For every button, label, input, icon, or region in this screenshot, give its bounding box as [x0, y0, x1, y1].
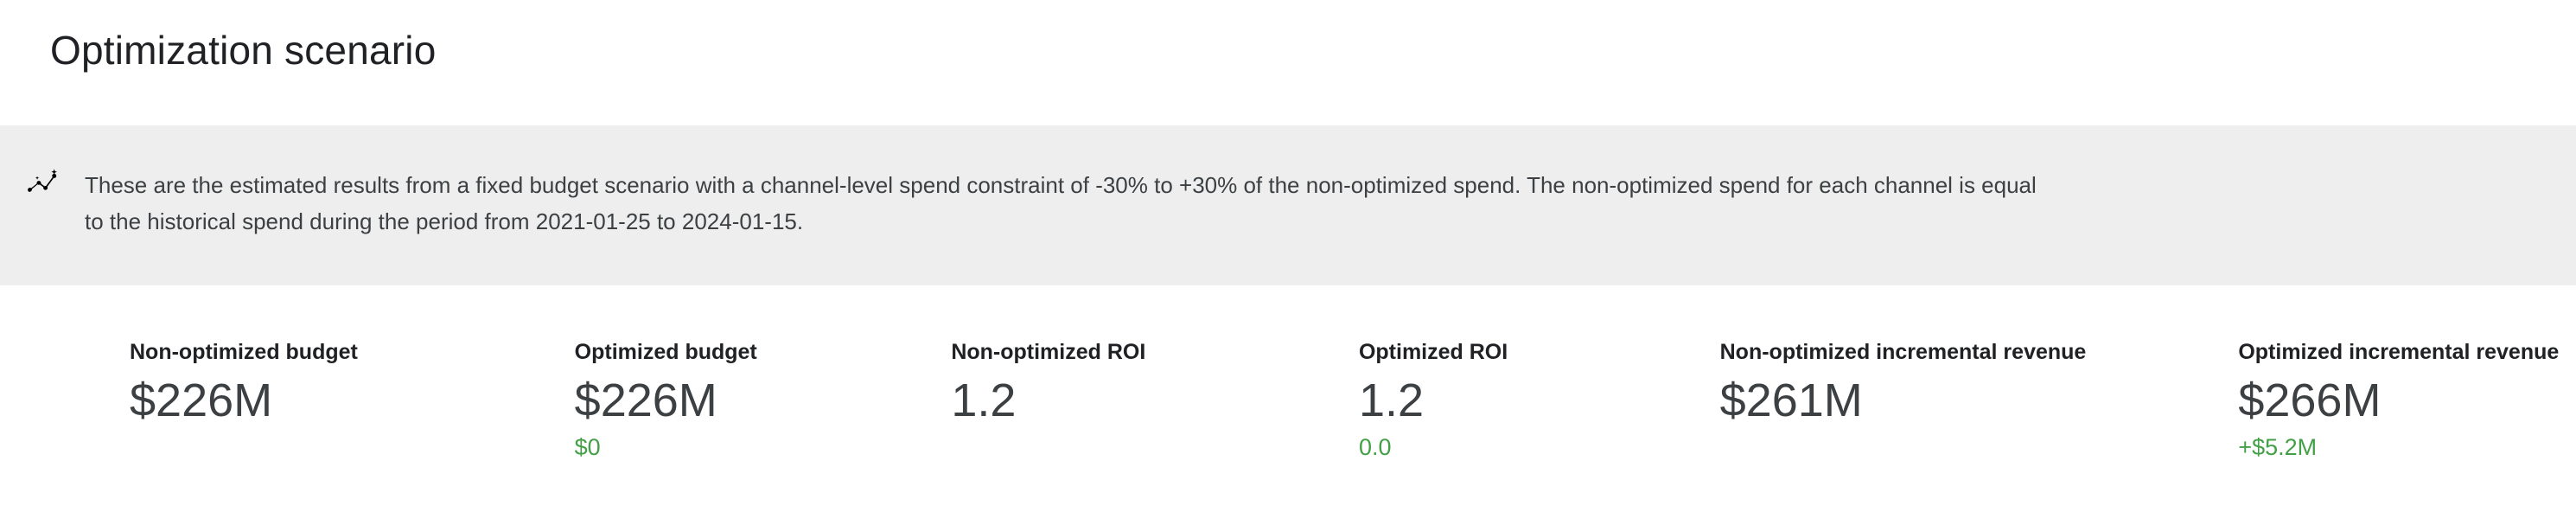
- banner-text: These are the estimated results from a f…: [85, 167, 2037, 240]
- metric-value: 1.2: [951, 374, 1017, 426]
- metric-label: Non-optimized budget: [130, 340, 358, 364]
- insights-sparkle-icon: [22, 163, 62, 203]
- metrics-row: Non-optimized budget $226M Optimized bud…: [0, 285, 2576, 512]
- metric-card-non-optimized-budget: Non-optimized budget $226M: [0, 339, 468, 432]
- metric-card-non-optimized-incremental-revenue: Non-optimized incremental revenue $261M: [1697, 339, 2087, 432]
- banner-line-2: to the historical spend during the perio…: [85, 208, 804, 234]
- metric-card-optimized-incremental-revenue: Optimized incremental revenue $266M +$5.…: [2086, 339, 2576, 462]
- info-banner: These are the estimated results from a f…: [0, 125, 2576, 285]
- metric-value: 1.2: [1358, 374, 1425, 426]
- metric-value: $226M: [574, 374, 717, 426]
- metric-delta: 0.0: [1358, 434, 1392, 460]
- metric-label: Optimized ROI: [1358, 340, 1508, 364]
- metric-label: Non-optimized incremental revenue: [1719, 340, 2087, 364]
- metric-value: $261M: [1719, 374, 1863, 426]
- page-header: Optimization scenario: [0, 0, 2576, 125]
- banner-line-1: These are the estimated results from a f…: [85, 172, 2037, 198]
- metric-label: Non-optimized ROI: [951, 340, 1146, 364]
- page-title: Optimization scenario: [50, 28, 437, 73]
- metric-value: $226M: [130, 374, 273, 426]
- metric-card-optimized-roi: Optimized ROI 1.2 0.0: [1289, 339, 1697, 462]
- metric-label: Optimized incremental revenue: [2238, 340, 2560, 364]
- metric-delta: $0: [574, 434, 601, 460]
- metric-card-non-optimized-roi: Non-optimized ROI 1.2: [912, 339, 1289, 432]
- metric-value: $266M: [2238, 374, 2382, 426]
- metric-card-optimized-budget: Optimized budget $226M $0: [468, 339, 913, 462]
- metric-label: Optimized budget: [574, 340, 757, 364]
- metric-delta: +$5.2M: [2238, 434, 2318, 460]
